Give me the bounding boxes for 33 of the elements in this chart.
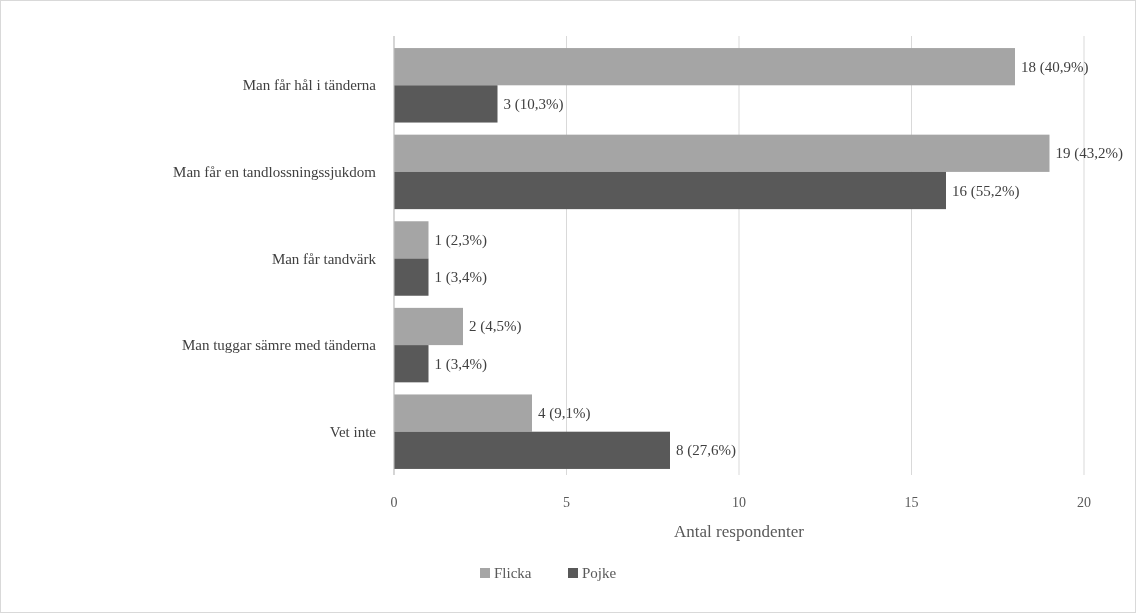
data-label: 1 (2,3%) [434,231,487,249]
x-axis-title: Antal respondenter [674,522,805,541]
legend-label: Flicka [494,565,532,581]
x-tick-label: 5 [563,495,570,510]
legend-label: Pojke [582,565,617,581]
bar [394,345,429,383]
x-tick-label: 20 [1077,495,1091,510]
bar [394,85,498,123]
data-label: 1 (3,4%) [434,355,487,373]
y-tick-label: Vet inte [329,423,377,440]
bar [394,48,1015,86]
y-tick-label: Man får hål i tänderna [242,77,377,94]
y-tick-label: Man får tandvärk [271,250,377,267]
bar [394,221,429,259]
bar [394,394,532,432]
data-label: 16 (55,2%) [952,182,1020,200]
bar [394,431,670,469]
data-label: 3 (10,3%) [503,95,564,113]
x-tick-label: 0 [390,495,398,510]
y-tick-label: Man tuggar sämre med tänderna [181,337,377,354]
bar [394,307,463,346]
data-label: 4 (9,1%) [538,405,591,423]
bar [394,134,1050,172]
data-label: 8 (27,6%) [676,442,736,460]
x-tick-label: 15 [904,495,919,510]
y-tick-label: Man får en tandlossningssjukdom [173,163,377,180]
bar [394,258,429,296]
bar [394,171,946,210]
data-label: 18 (40,9%) [1021,58,1089,76]
x-tick-label: 10 [732,495,746,510]
data-label: 1 (3,4%) [434,269,487,287]
data-label: 2 (4,5%) [469,318,522,336]
data-label: 19 (43,2%) [1055,145,1123,163]
